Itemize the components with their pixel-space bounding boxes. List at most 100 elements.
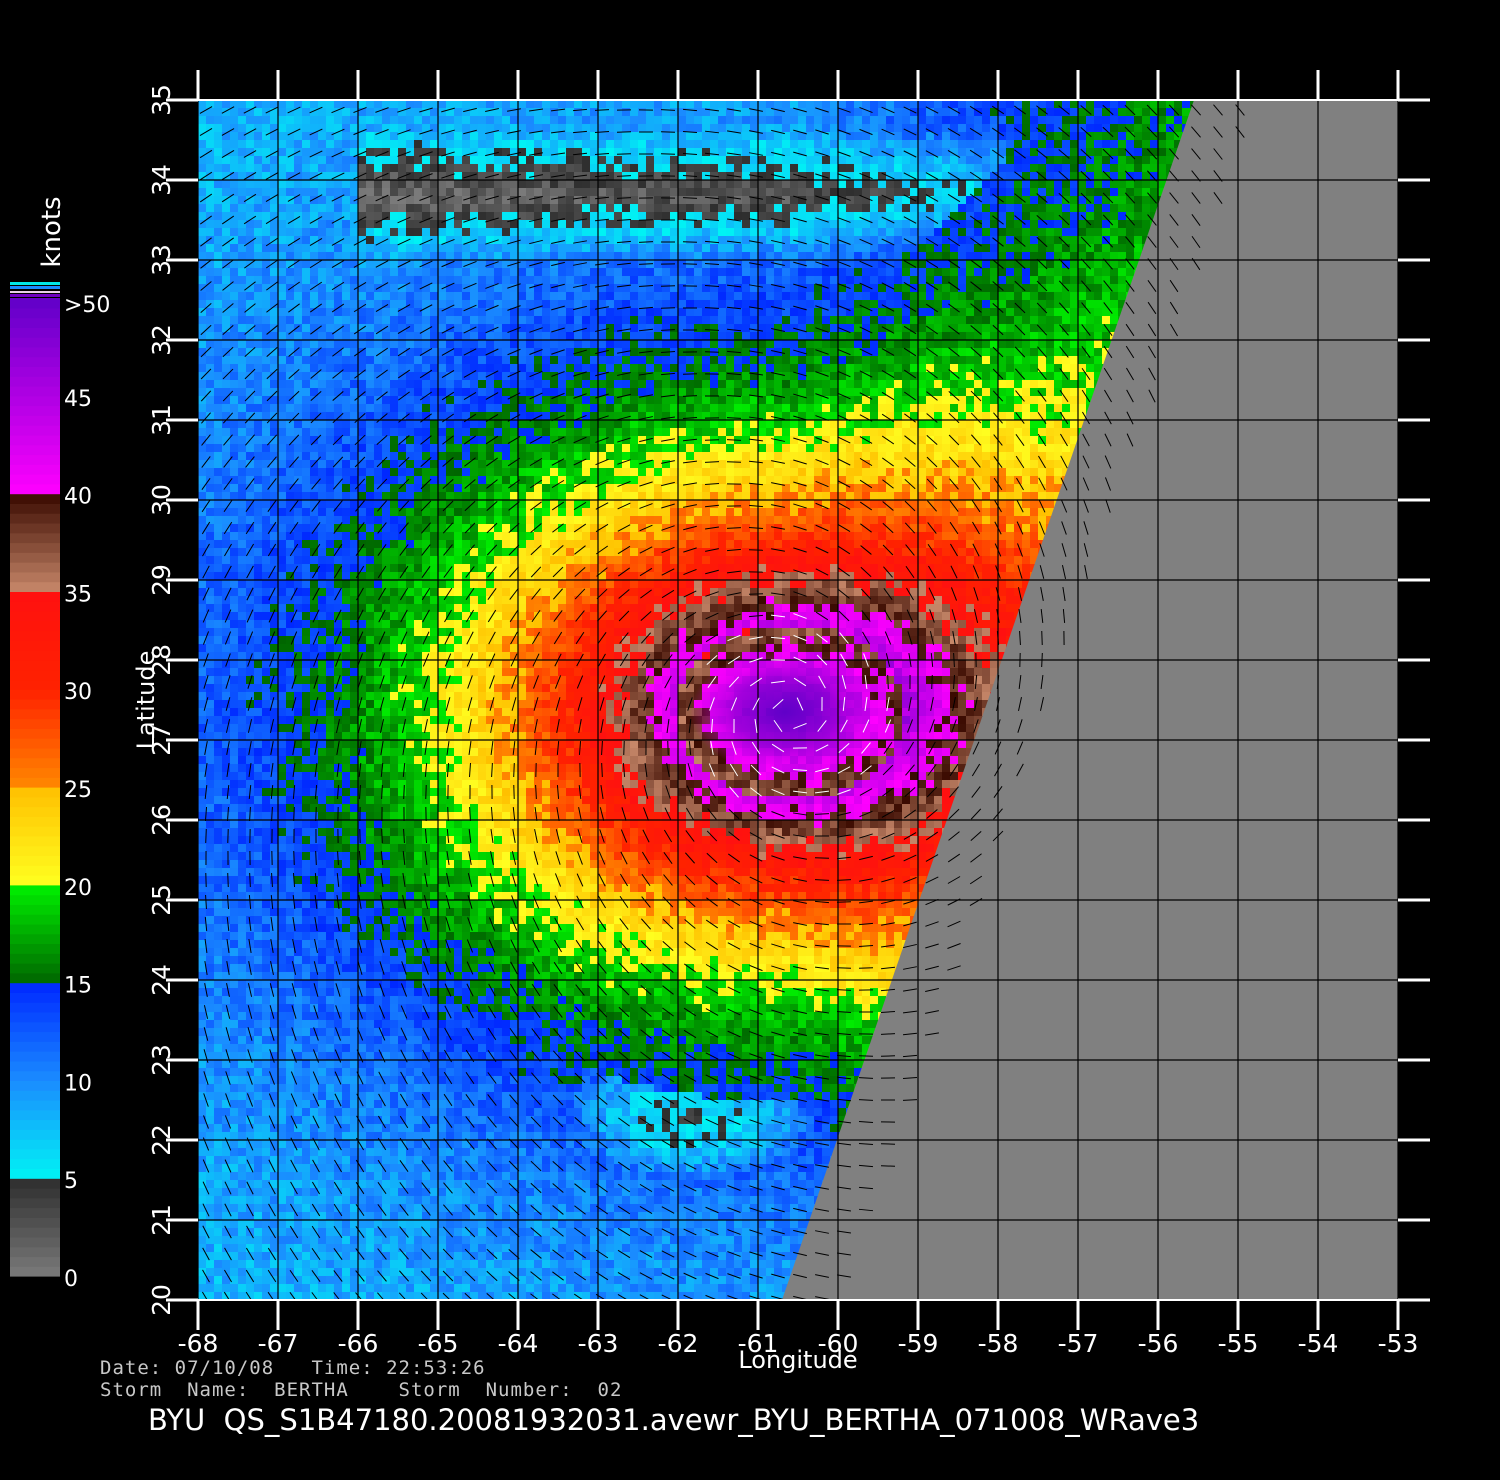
colorbar-swatch [10, 660, 60, 670]
colorbar-swatch [10, 699, 60, 709]
colorbar-swatch [10, 670, 60, 680]
colorbar-swatch [10, 1071, 60, 1081]
colorbar-swatch [10, 396, 60, 406]
colorbar-swatch [10, 1256, 60, 1266]
colorbar-swatch [10, 943, 60, 953]
colorbar-label: 45 [64, 387, 92, 412]
lon-tick-label: -63 [578, 1329, 619, 1358]
lat-tick-label: 32 [147, 324, 176, 356]
colorbar-swatch [10, 327, 60, 337]
lon-tick-label: -66 [338, 1329, 379, 1358]
colorbar-swatch [10, 816, 60, 826]
colorbar-swatch [10, 611, 60, 621]
colorbar-swatch [10, 836, 60, 846]
colorbar-swatch [10, 895, 60, 905]
colorbar-swatch [10, 728, 60, 738]
colorbar-swatch [10, 474, 60, 484]
colorbar-swatch [10, 1247, 60, 1257]
lon-tick-label: -54 [1298, 1329, 1339, 1358]
lat-tick-label: 29 [147, 564, 176, 596]
colorbar-swatch [10, 758, 60, 768]
lon-tick-label: -67 [258, 1329, 299, 1358]
colorbar-label: 15 [64, 974, 92, 999]
colorbar-top-stripe-purple [10, 294, 60, 297]
colorbar-swatch [10, 640, 60, 650]
lon-tick-label: -58 [978, 1329, 1019, 1358]
y-axis-title: Latitude [132, 651, 160, 750]
colorbar-swatch [10, 865, 60, 875]
colorbar-swatch [10, 1198, 60, 1208]
colorbar-swatch [10, 689, 60, 699]
colorbar-swatch [10, 298, 60, 308]
colorbar-label: 40 [64, 485, 92, 510]
lat-tick-label: 24 [147, 964, 176, 996]
colorbar-swatch [10, 308, 60, 318]
colorbar-swatch [10, 601, 60, 611]
colorbar-swatch [10, 1110, 60, 1120]
colorbar-swatch [10, 1041, 60, 1051]
colorbar-swatch [10, 1178, 60, 1188]
colorbar-swatch [10, 777, 60, 787]
colorbar-label: 35 [64, 582, 92, 607]
colorbar-swatch [10, 435, 60, 445]
date-time-line: Date: 07/10/08 Time: 22:53:26 [100, 1357, 486, 1379]
colorbar-swatch [10, 1100, 60, 1110]
colorbar-swatch [10, 1002, 60, 1012]
file-title: BYU QS_S1B47180.20081932031.avewr_BYU_BE… [148, 1403, 1199, 1437]
colorbar-swatch [10, 973, 60, 983]
colorbar-swatch [10, 963, 60, 973]
colorbar-swatch [10, 357, 60, 367]
colorbar-swatch [10, 591, 60, 601]
lat-tick-label: 30 [147, 484, 176, 516]
colorbar-swatch [10, 855, 60, 865]
colorbar-top-stripe-white [10, 291, 60, 293]
lon-tick-label: -68 [178, 1329, 219, 1358]
colorbar-swatch [10, 562, 60, 572]
colorbar-label: 30 [64, 680, 92, 705]
lat-tick-label: 20 [147, 1284, 176, 1316]
lat-tick-label: 25 [147, 884, 176, 916]
colorbar-swatch [10, 914, 60, 924]
colorbar-swatch [10, 445, 60, 455]
colorbar-swatch [10, 924, 60, 934]
colorbar-swatch [10, 767, 60, 777]
colorbar-swatch [10, 787, 60, 797]
colorbar-swatch [10, 464, 60, 474]
colorbar-label: 10 [64, 1071, 92, 1096]
colorbar-swatch [10, 582, 60, 592]
lon-tick-label: -59 [898, 1329, 939, 1358]
colorbar-swatch [10, 709, 60, 719]
lon-tick-label: -65 [418, 1329, 459, 1358]
lat-tick-label: 34 [147, 164, 176, 196]
colorbar-swatch [10, 415, 60, 425]
colorbar-unit-label: knots [37, 196, 67, 267]
colorbar-swatch [10, 826, 60, 836]
colorbar-label: 20 [64, 876, 92, 901]
colorbar-swatch [10, 484, 60, 494]
colorbar-swatch [10, 425, 60, 435]
colorbar-swatch [10, 621, 60, 631]
lat-tick-label: 31 [147, 404, 176, 436]
colorbar-swatch [10, 1149, 60, 1159]
colorbar-swatch [10, 934, 60, 944]
colorbar-swatch [10, 1080, 60, 1090]
colorbar-swatch [10, 1188, 60, 1198]
colorbar-swatch [10, 1237, 60, 1247]
colorbar-swatch [10, 875, 60, 885]
plot-panel: -68 -67 -66 -65 -64 -63 -62 -61 -60 -59 -58 -57 -56-… [147, 70, 1430, 1358]
colorbar-top-stripe-cyan [10, 282, 60, 285]
colorbar-swatch [10, 376, 60, 386]
colorbar-label: 25 [64, 778, 92, 803]
colorbar-swatch [10, 406, 60, 416]
lon-tick-label: -62 [658, 1329, 699, 1358]
colorbar-swatch [10, 572, 60, 582]
colorbar-swatch [10, 552, 60, 562]
colorbar-swatch [10, 1168, 60, 1178]
colorbar-swatch [10, 1129, 60, 1139]
colorbar-swatch [10, 1159, 60, 1169]
colorbar-swatch [10, 953, 60, 963]
colorbar-swatch [10, 1061, 60, 1071]
lon-tick-label: -56 [1138, 1329, 1179, 1358]
colorbar-swatch [10, 631, 60, 641]
